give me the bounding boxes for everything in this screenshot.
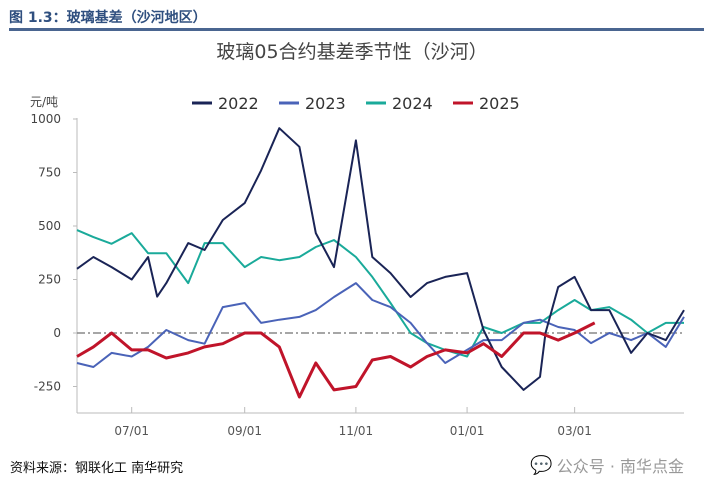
x-tick-label: 01/01 [450, 424, 485, 438]
series-line-2024 [76, 229, 684, 358]
x-tick-label: 03/01 [557, 424, 592, 438]
y-tick-label: 750 [38, 166, 61, 180]
legend-label-2024: 2024 [392, 94, 433, 113]
legend-label-2022: 2022 [218, 94, 259, 113]
wechat-icon: 💬 [530, 454, 553, 476]
x-tick-label: 07/01 [114, 424, 149, 438]
chart: 玻璃05合约基差季节性（沙河） 元/吨 2022 2023 2024 2025 -25… [30, 41, 685, 438]
y-tick-label: 0 [53, 326, 61, 340]
y-tick-label: 1000 [30, 112, 61, 126]
source-note: 资料来源：钢联化工 南华研究 [10, 461, 184, 476]
series-line-2025 [76, 321, 596, 399]
series-lines [76, 127, 685, 399]
watermark: 💬 公众号 · 南华点金 [530, 453, 684, 477]
series-line-2022 [76, 127, 685, 391]
legend: 2022 2023 2024 2025 [192, 94, 520, 113]
chart-title: 玻璃05合约基差季节性（沙河） [216, 41, 487, 63]
x-tick-label: 11/01 [339, 424, 374, 438]
y-axis-unit: 元/吨 [30, 95, 58, 109]
title-divider [9, 28, 704, 31]
y-tick-label: 250 [38, 273, 61, 287]
y-tick-label: -250 [34, 380, 61, 394]
watermark-text: 公众号 · 南华点金 [556, 457, 684, 476]
axes: -250 0 250 500 750 1000 07/01 09/01 11/01 01/01 03… [30, 112, 684, 438]
x-tick-label: 09/01 [227, 424, 262, 438]
legend-label-2025: 2025 [479, 94, 520, 113]
figure-title: 图 1.3：玻璃基差（沙河地区） [9, 10, 207, 26]
y-tick-label: 500 [38, 219, 61, 233]
legend-label-2023: 2023 [305, 94, 346, 113]
series-line-2023 [76, 282, 685, 368]
